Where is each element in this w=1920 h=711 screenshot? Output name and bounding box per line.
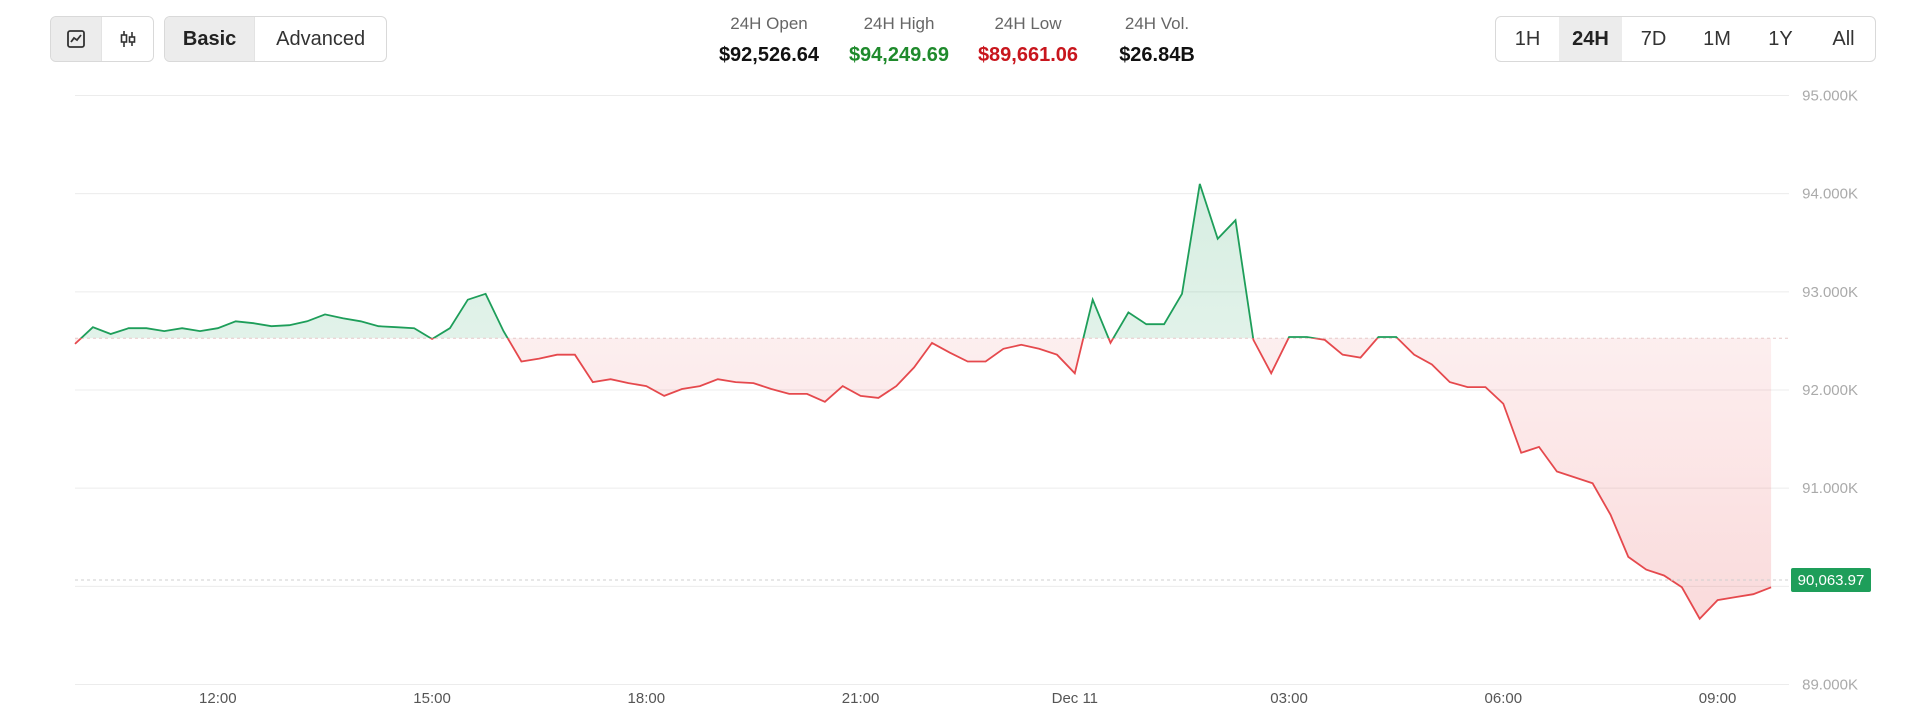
- line-chart-button[interactable]: [51, 17, 103, 61]
- line-icon: [67, 30, 85, 48]
- stat-value: $26.84B: [1119, 44, 1195, 66]
- stat: 24H Low $89,661.06: [958, 14, 1098, 67]
- range-button[interactable]: 1Y: [1768, 27, 1793, 50]
- stat-label: 24H Open: [730, 14, 808, 33]
- candle-chart-button[interactable]: [102, 17, 153, 61]
- stat: 24H Open $92,526.64: [699, 14, 839, 67]
- stat-label: 24H Low: [994, 14, 1062, 33]
- y-tick-label: 93.000K: [1802, 284, 1858, 301]
- y-tick-label: 89.000K: [1802, 677, 1858, 694]
- y-tick-label: 91.000K: [1802, 480, 1858, 497]
- x-tick-label: Dec 11: [1052, 690, 1098, 707]
- x-tick-label: 12:00: [199, 690, 237, 707]
- y-tick-label: 92.000K: [1802, 382, 1858, 399]
- y-tick-label: 95.000K: [1802, 88, 1858, 105]
- view-button[interactable]: Basic: [165, 17, 256, 61]
- price-line-up: [79, 183, 1399, 339]
- stat: 24H High $94,249.69: [829, 14, 969, 67]
- stat-label: 24H Vol.: [1124, 14, 1190, 33]
- range-button[interactable]: 1H: [1514, 27, 1541, 50]
- x-tick-label: 03:00: [1270, 690, 1308, 707]
- last-price-label: 90,063.97: [1798, 572, 1865, 589]
- range-button[interactable]: 7D: [1640, 27, 1667, 50]
- stat-value: $92,526.64: [718, 44, 820, 66]
- view-button[interactable]: Advanced: [276, 27, 366, 50]
- range-button[interactable]: All: [1832, 27, 1855, 50]
- range-button[interactable]: 24H: [1559, 17, 1622, 61]
- x-tick-label: 15:00: [413, 690, 451, 707]
- price-line-down: [74, 338, 1772, 621]
- view-toggle: Basic Advanced: [164, 16, 387, 62]
- stat-value: $89,661.06: [977, 44, 1079, 66]
- range-toggle: 1H 24H 7D 1M 1Y All: [1495, 16, 1876, 62]
- stat-label: 24H High: [863, 14, 935, 33]
- range-button[interactable]: 1M: [1703, 27, 1731, 50]
- candle-icon: [120, 31, 135, 47]
- x-tick-label: 09:00: [1699, 690, 1737, 707]
- stat-value: $94,249.69: [848, 44, 950, 66]
- area-down: [75, 338, 1772, 619]
- x-tick-label: 21:00: [842, 690, 880, 707]
- x-tick-label: 18:00: [628, 690, 666, 707]
- chart-style-toggle: [50, 16, 154, 62]
- last-price-badge: [1791, 568, 1871, 593]
- stat: 24H Vol. $26.84B: [1087, 14, 1227, 67]
- y-tick-label: 94.000K: [1802, 186, 1858, 203]
- x-tick-label: 06:00: [1485, 690, 1523, 707]
